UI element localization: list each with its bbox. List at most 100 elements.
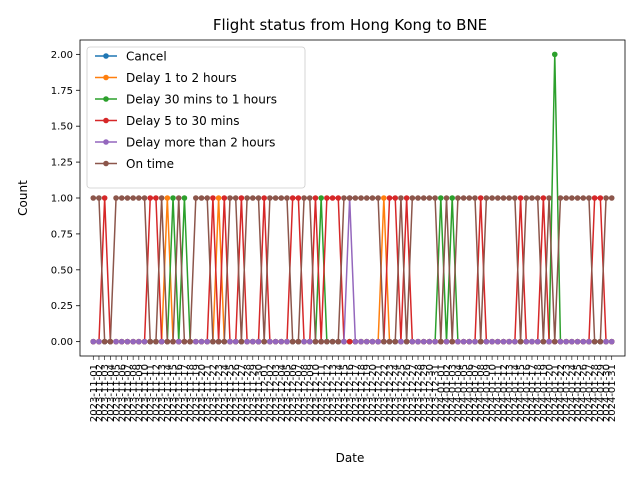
- data-point: [227, 338, 233, 345]
- x-tick-label: 2024-01-08: [476, 364, 487, 422]
- data-point: [432, 338, 438, 345]
- data-point: [500, 338, 507, 345]
- data-point: [158, 338, 165, 345]
- x-tick-label: 2023-12-18: [357, 364, 368, 422]
- x-tick-label: 2024-01-06: [465, 364, 476, 422]
- y-axis: 0.00 0.25 0.50 0.75 1.00 1.25 1.50 1.75 2.00: [51, 50, 80, 348]
- data-point: [278, 195, 285, 201]
- y-tick-label: 2.00: [51, 50, 73, 61]
- data-point: [369, 338, 376, 345]
- data-point: [472, 195, 478, 201]
- x-tick-label: 2023-11-25: [226, 364, 237, 422]
- data-point: [261, 195, 267, 201]
- data-point: [295, 195, 302, 201]
- x-tick-label: 2023-12-07: [294, 364, 305, 422]
- data-point: [255, 195, 262, 201]
- data-point: [107, 338, 114, 345]
- data-point: [563, 338, 569, 345]
- data-point: [534, 195, 541, 201]
- data-point: [358, 338, 364, 345]
- data-point: [289, 338, 296, 345]
- data-point: [415, 195, 421, 201]
- data-point: [136, 338, 142, 345]
- data-point: [580, 338, 587, 345]
- data-point: [198, 338, 205, 345]
- data-point: [329, 338, 336, 345]
- series-line: [93, 197, 612, 343]
- data-point: [398, 195, 404, 201]
- data-point: [278, 338, 285, 345]
- x-tick-label: 2023-12-21: [374, 364, 385, 422]
- legend-marker: [103, 53, 109, 59]
- x-tick-label: 2023-12-31: [431, 364, 442, 422]
- data-point: [512, 338, 518, 345]
- data-point: [261, 338, 267, 345]
- data-point: [130, 195, 136, 201]
- data-point: [375, 195, 381, 201]
- data-point: [175, 338, 182, 345]
- data-point: [164, 338, 171, 345]
- x-tick-label: 2024-01-17: [527, 364, 538, 422]
- x-tick-label: 2023-11-14: [163, 364, 174, 422]
- data-point: [249, 338, 256, 345]
- data-point: [540, 338, 547, 345]
- data-point: [409, 195, 416, 201]
- data-point: [175, 195, 182, 201]
- data-point: [113, 338, 119, 345]
- x-tick-label: 2023-12-17: [351, 364, 362, 422]
- x-tick-label: 2023-11-13: [157, 364, 168, 422]
- x-tick-label: 2024-01-23: [562, 364, 573, 422]
- legend-box: [86, 46, 306, 189]
- data-point: [124, 338, 131, 345]
- y-tick-label: 1.25: [51, 158, 73, 169]
- data-point: [187, 338, 193, 345]
- data-point: [215, 195, 222, 201]
- data-point: [90, 195, 97, 201]
- data-point: [124, 195, 131, 201]
- x-tick-label: 2023-12-12: [322, 364, 333, 422]
- data-point: [221, 338, 228, 345]
- data-point: [101, 338, 108, 345]
- data-point: [346, 195, 353, 201]
- data-point: [232, 338, 239, 345]
- data-point: [312, 195, 319, 201]
- data-point: [204, 338, 211, 345]
- x-tick-label: 2023-11-11: [146, 364, 157, 422]
- data-point: [193, 338, 199, 345]
- data-point: [403, 195, 410, 201]
- data-point: [341, 338, 347, 345]
- data-point: [96, 338, 102, 345]
- x-tick-label: 2023-11-02: [94, 364, 105, 422]
- plot-lines: [90, 51, 615, 345]
- data-point: [420, 338, 427, 345]
- legend: Cancel Delay 1 to 2 hours Delay 30 mins to…: [86, 46, 306, 189]
- x-tick-label: 2023-11-20: [197, 364, 208, 422]
- x-tick-label: 2023-11-17: [180, 364, 191, 422]
- data-point: [489, 338, 495, 345]
- data-point: [306, 195, 313, 201]
- data-point: [198, 195, 205, 201]
- series-group: [90, 195, 615, 345]
- x-tick-label: 2023-12-10: [311, 364, 322, 422]
- data-point: [426, 338, 433, 345]
- x-tick-label: 2023-12-13: [328, 364, 339, 422]
- data-point: [267, 195, 273, 201]
- plot-frame: [79, 39, 626, 357]
- x-tick-label: 2023-12-04: [277, 364, 288, 422]
- x-tick-label: 2023-11-15: [169, 364, 180, 422]
- x-tick-label: 2023-12-23: [385, 364, 396, 422]
- data-point: [483, 338, 490, 345]
- data-point: [460, 338, 467, 345]
- data-point: [529, 338, 535, 345]
- data-point: [335, 338, 342, 345]
- data-point: [346, 338, 353, 345]
- legend-label: Cancel: [126, 49, 167, 63]
- x-tick-label: 2023-11-24: [220, 364, 231, 422]
- x-tick-label: 2023-11-19: [191, 364, 202, 422]
- data-point: [569, 338, 575, 345]
- data-point: [597, 195, 604, 201]
- x-tick-label: 2024-01-15: [516, 364, 527, 422]
- data-point: [255, 338, 262, 345]
- data-point: [597, 338, 604, 345]
- x-tick-label: 2023-11-16: [174, 364, 185, 422]
